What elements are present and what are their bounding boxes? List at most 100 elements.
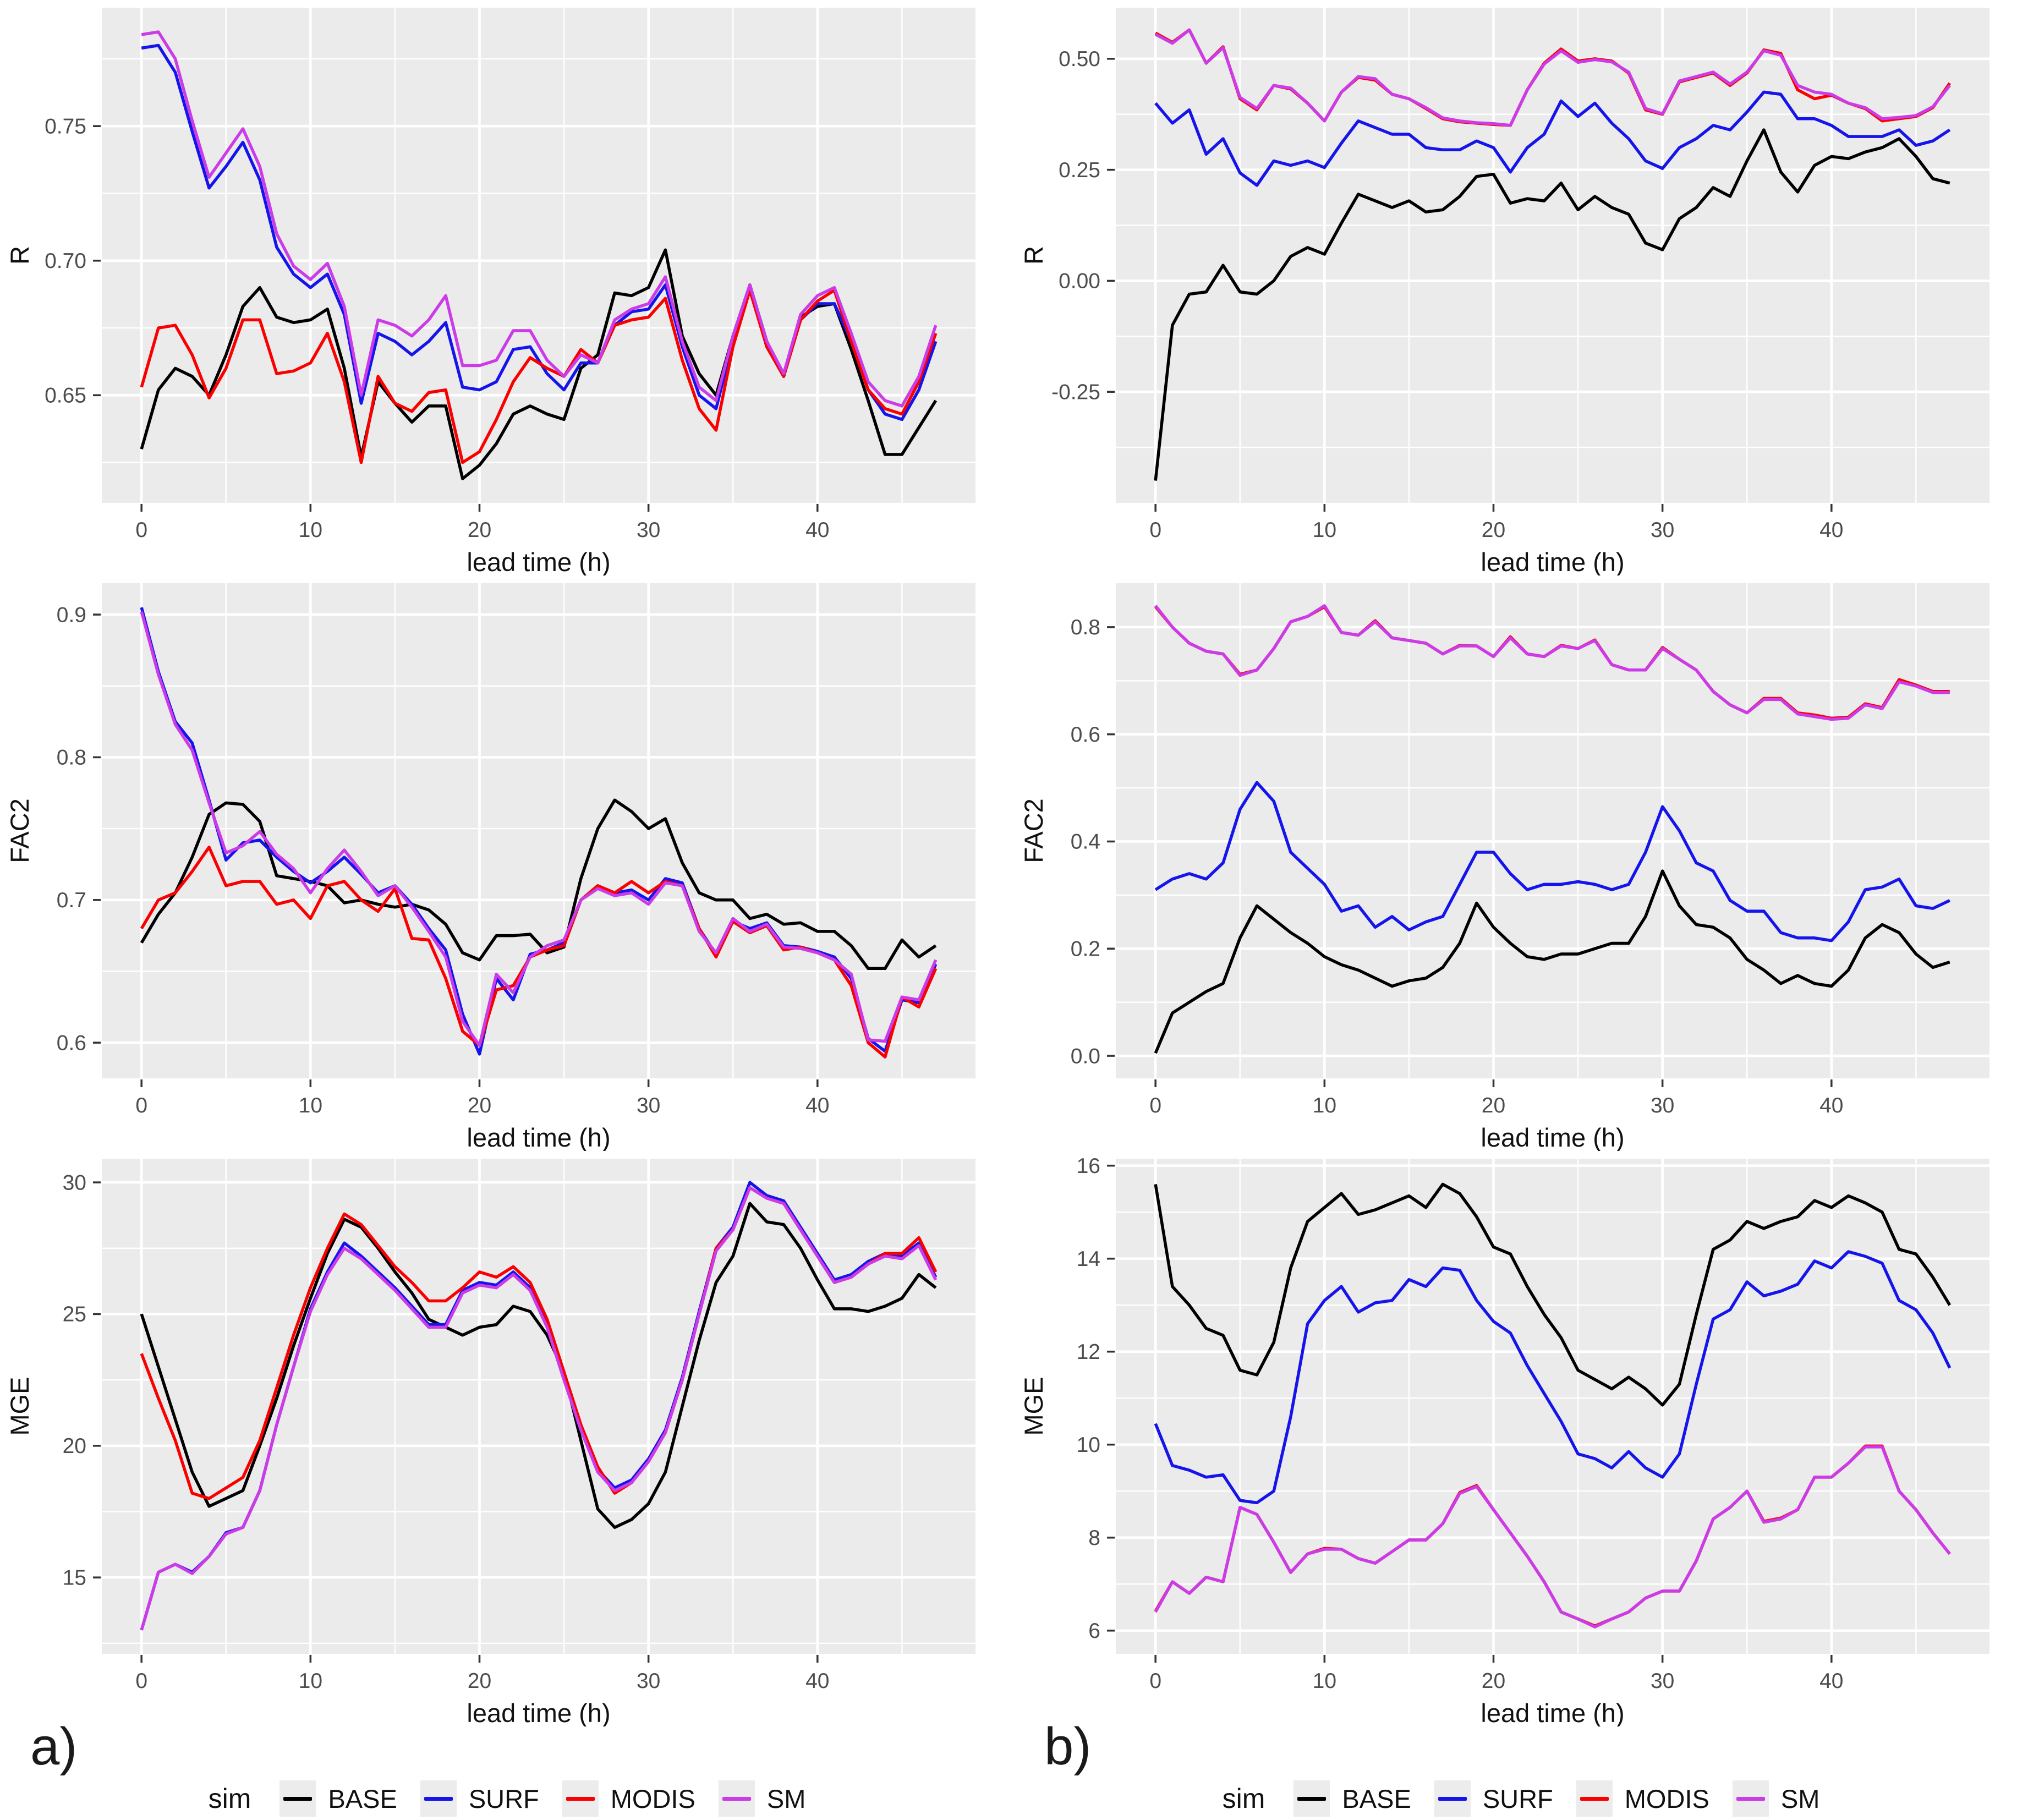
- legend-key: [1293, 1780, 1330, 1817]
- legend-label-sm: SM: [1780, 1784, 1820, 1813]
- y-tick-label: 14: [1077, 1247, 1100, 1271]
- plot-panel: [102, 1159, 975, 1654]
- y-tick-label: 0.8: [57, 746, 86, 770]
- x-axis-title: lead time (h): [467, 547, 610, 575]
- legend-label-modis: MODIS: [610, 1784, 695, 1813]
- x-tick-label: 10: [1313, 1094, 1336, 1117]
- x-tick-label: 20: [468, 1669, 491, 1693]
- x-axis-title: lead time (h): [467, 1123, 610, 1151]
- y-tick-label: 12: [1077, 1340, 1100, 1364]
- legend-line-base-swatch: [283, 1796, 313, 1801]
- y-tick-label: 0.25: [1059, 158, 1100, 182]
- x-axis-title: lead time (h): [467, 1698, 610, 1726]
- chart-a-R: 0.65 0.70 0.75 0 10 20 30 40 lead time (h) R: [5, 8, 975, 575]
- x-tick-label: 0: [135, 1094, 147, 1117]
- x-tick-label: 10: [1313, 518, 1336, 542]
- y-tick-label: 16: [1077, 1154, 1100, 1178]
- legend-line-modis-swatch: [1580, 1796, 1609, 1801]
- chart-b-R: -0.25 0.00 0.25 0.50 0 10 20 30 40 lead time (h) R: [1019, 8, 1989, 575]
- legend-line-sm-swatch: [722, 1796, 751, 1801]
- y-axis-title: MGE: [5, 1377, 34, 1435]
- chart-cell-b-FAC2: 0.0 0.2 0.4 0.6 0.8 0 10 20 30 40 lead time (h) FAC…: [1014, 575, 2028, 1151]
- chart-a-FAC2: 0.6 0.7 0.8 0.9 0 10 20 30 40 lead time (h) FAC2: [5, 583, 975, 1151]
- x-tick-label: 30: [637, 1669, 660, 1693]
- x-tick-label: 20: [1482, 1669, 1505, 1693]
- y-axis-title: FAC2: [1019, 798, 1048, 863]
- x-tick-label: 10: [299, 1669, 322, 1693]
- y-tick-label: 20: [63, 1434, 86, 1458]
- y-axis-title: FAC2: [5, 798, 34, 863]
- legend-key: [718, 1780, 755, 1817]
- legend-line-surf-swatch: [1438, 1796, 1467, 1801]
- x-tick-label: 40: [805, 1094, 829, 1117]
- x-tick-label: 20: [468, 1094, 491, 1117]
- y-tick-label: 0.00: [1059, 270, 1100, 293]
- y-tick-label: 0.70: [45, 249, 86, 273]
- y-tick-label: 6: [1088, 1619, 1100, 1643]
- x-tick-label: 20: [1482, 518, 1505, 542]
- legend-key: [1434, 1780, 1471, 1817]
- chart-b-MGE: 6 8 10 12 14 16 0 10 20 30 40 lead time (h) MGE: [1019, 1154, 1989, 1726]
- series-line-surf: [1154, 90, 1951, 187]
- series-line-base: [140, 1202, 937, 1529]
- legend-item-modis: MODIS: [562, 1780, 695, 1817]
- y-tick-label: 25: [63, 1303, 86, 1326]
- y-tick-label: -0.25: [1051, 380, 1100, 404]
- x-tick-label: 40: [1819, 518, 1843, 542]
- x-tick-label: 0: [1149, 1094, 1161, 1117]
- legend-label-base: BASE: [1342, 1784, 1411, 1813]
- y-axis-title: MGE: [1019, 1377, 1048, 1435]
- chart-cell-a-R: 0.65 0.70 0.75 0 10 20 30 40 lead time (h) R: [0, 0, 1014, 575]
- legend-label-base: BASE: [328, 1784, 397, 1813]
- footer-b: b) sim BASE SURF MODIS SM: [1014, 1717, 2028, 1820]
- x-axis-title: lead time (h): [1481, 1698, 1624, 1726]
- x-tick-label: 20: [1482, 1094, 1505, 1117]
- legend-a: sim BASE SURF MODIS SM: [0, 1780, 1014, 1817]
- y-tick-label: 8: [1088, 1526, 1100, 1550]
- legend-key: [279, 1780, 316, 1817]
- legend-line-surf-swatch: [424, 1796, 453, 1801]
- legend-line-base-swatch: [1297, 1796, 1327, 1801]
- legend-key: [1576, 1780, 1613, 1817]
- y-tick-label: 0.0: [1071, 1044, 1100, 1068]
- legend-key: [1732, 1780, 1769, 1817]
- x-tick-label: 0: [1149, 1669, 1161, 1693]
- y-tick-label: 0.75: [45, 114, 86, 138]
- x-tick-label: 30: [1651, 518, 1674, 542]
- chart-cell-b-R: -0.25 0.00 0.25 0.50 0 10 20 30 40 lead time (h) R: [1014, 0, 2028, 575]
- x-tick-label: 0: [135, 1669, 147, 1693]
- y-tick-label: 0.50: [1059, 47, 1100, 71]
- legend-item-modis: MODIS: [1576, 1780, 1709, 1817]
- legend-label-modis: MODIS: [1624, 1784, 1709, 1813]
- series-line-surf: [1154, 781, 1950, 942]
- panel-letter-a: a): [30, 1717, 78, 1776]
- x-tick-label: 0: [135, 518, 147, 542]
- legend-item-base: BASE: [1293, 1780, 1411, 1817]
- x-tick-label: 40: [805, 1669, 829, 1693]
- legend-item-sm: SM: [1732, 1780, 1820, 1817]
- x-axis-title: lead time (h): [1481, 547, 1624, 575]
- footer-a: a) sim BASE SURF MODIS SM: [0, 1717, 1014, 1820]
- y-tick-label: 15: [63, 1566, 86, 1589]
- y-axis-title: R: [5, 246, 34, 265]
- y-tick-label: 0.6: [57, 1031, 86, 1055]
- legend-line-sm-swatch: [1736, 1796, 1765, 1801]
- x-tick-label: 20: [468, 518, 491, 542]
- y-tick-label: 0.7: [57, 889, 86, 912]
- legend-label-sm: SM: [766, 1784, 806, 1813]
- series-line-base: [1154, 1182, 1952, 1407]
- y-tick-label: 0.2: [1071, 938, 1100, 961]
- series-line-base: [1154, 869, 1950, 1054]
- plot-panel: [102, 583, 975, 1078]
- x-tick-label: 40: [805, 518, 829, 542]
- legend-item-surf: SURF: [420, 1780, 539, 1817]
- x-tick-label: 10: [1313, 1669, 1336, 1693]
- legend-key: [420, 1780, 457, 1817]
- series-line-surf: [1154, 1250, 1952, 1505]
- series-line-modis: [140, 288, 938, 464]
- panel-letter-b: b): [1044, 1717, 1092, 1776]
- series-line-base: [140, 798, 937, 971]
- legend-title: sim: [1222, 1783, 1265, 1814]
- x-tick-label: 30: [637, 518, 660, 542]
